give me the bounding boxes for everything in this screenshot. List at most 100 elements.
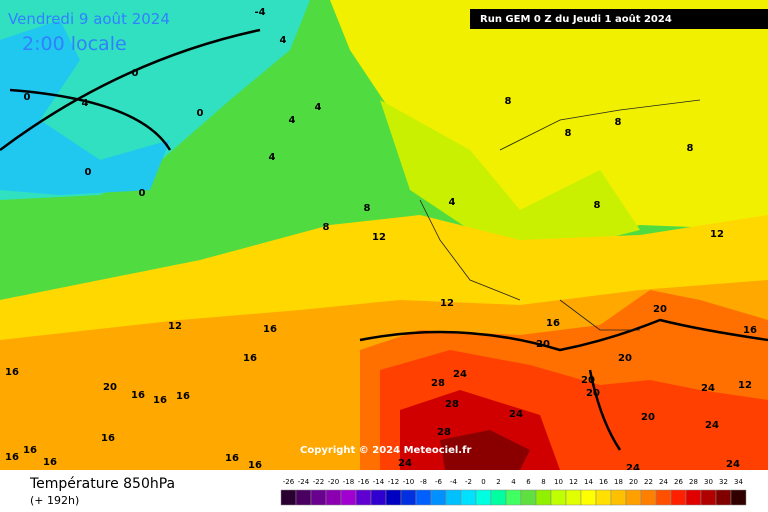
contour-label: 20 bbox=[641, 412, 655, 423]
colorbar-label: 34 bbox=[734, 478, 743, 486]
contour-label: 24 bbox=[398, 458, 412, 469]
colorbar-swatch bbox=[700, 489, 717, 506]
contour-label: 20 bbox=[103, 382, 117, 393]
contour-label: 24 bbox=[701, 383, 715, 394]
contour-label: 8 bbox=[594, 200, 601, 211]
zone-yellow bbox=[330, 0, 768, 240]
zone-maroon bbox=[440, 430, 530, 470]
contour-label: 0 bbox=[85, 167, 92, 178]
contour-label: 24 bbox=[453, 369, 467, 380]
colorbar-label: -2 bbox=[465, 478, 472, 486]
contour-label: 20 bbox=[581, 375, 595, 386]
run-box bbox=[470, 9, 768, 29]
colorbar-label: 10 bbox=[554, 478, 563, 486]
colorbar-label: 4 bbox=[511, 478, 516, 486]
contour-label: 28 bbox=[445, 399, 459, 410]
contour-label: 24 bbox=[726, 459, 740, 470]
colorbar-swatch bbox=[505, 489, 522, 506]
contour-label: 4 bbox=[315, 102, 322, 113]
contour-label: 24 bbox=[705, 420, 719, 431]
contour-label: 8 bbox=[364, 203, 371, 214]
colorbar-swatch bbox=[310, 489, 327, 506]
colorbar-swatch bbox=[640, 489, 657, 506]
colorbar-swatch bbox=[415, 489, 432, 506]
contour-label: 0 bbox=[139, 188, 146, 199]
colorbar-label: -10 bbox=[403, 478, 414, 486]
contour-label: 16 bbox=[248, 460, 262, 471]
contour-label: 16 bbox=[743, 325, 757, 336]
contour-label: 24 bbox=[509, 409, 523, 420]
contour-label: 12 bbox=[372, 232, 386, 243]
colorbar-label: -16 bbox=[358, 478, 370, 486]
colorbar-swatch bbox=[490, 489, 507, 506]
zone-lightblue bbox=[0, 20, 170, 195]
contour-label: 4 bbox=[449, 197, 456, 208]
contour-label: 16 bbox=[101, 433, 115, 444]
colorbar-label: -14 bbox=[373, 478, 385, 486]
colorbar-swatch bbox=[445, 489, 462, 506]
colorbar-label: -18 bbox=[343, 478, 354, 486]
contour-label: 16 bbox=[243, 353, 257, 364]
colorbar-label: 22 bbox=[644, 478, 653, 486]
colorbar-label: -6 bbox=[435, 478, 443, 486]
contour-label: 16 bbox=[225, 453, 239, 464]
contour-label: 16 bbox=[176, 391, 190, 402]
zone-yellowgreen bbox=[380, 100, 640, 250]
contour-label: 0 bbox=[132, 68, 139, 79]
colorbar-swatch bbox=[595, 489, 612, 506]
footer-title: Température 850hPa bbox=[29, 476, 175, 492]
colorbar-swatch bbox=[325, 489, 342, 506]
colorbar-swatch bbox=[475, 489, 492, 506]
colorbar-label: 12 bbox=[569, 478, 578, 486]
colorbar-swatch bbox=[280, 489, 297, 506]
copyright: Copyright © 2024 Meteociel.fr bbox=[300, 445, 471, 456]
colorbar-label: -26 bbox=[283, 478, 295, 486]
colorbar-swatch bbox=[625, 489, 642, 506]
contour-label: 4 bbox=[269, 152, 276, 163]
colorbar-label: 6 bbox=[526, 478, 531, 486]
colorbar-swatch bbox=[295, 489, 312, 506]
contour-label: 4 bbox=[289, 115, 296, 126]
contour-label: 28 bbox=[431, 378, 445, 389]
colorbar-swatch bbox=[610, 489, 627, 506]
colorbar-label: 2 bbox=[496, 478, 500, 486]
colorbar-swatch bbox=[355, 489, 372, 506]
colorbar-label: 30 bbox=[704, 478, 713, 486]
colorbar-label: 28 bbox=[689, 478, 698, 486]
contour-label: 4 bbox=[280, 35, 287, 46]
contour-label: 8 bbox=[615, 117, 622, 128]
colorbar-label: 24 bbox=[659, 478, 668, 486]
contour-label: 12 bbox=[440, 298, 454, 309]
colorbar-swatch bbox=[535, 489, 552, 506]
colorbar-swatch bbox=[550, 489, 567, 506]
colorbar-label: 8 bbox=[541, 478, 545, 486]
colorbar-label: -20 bbox=[328, 478, 339, 486]
colorbar-swatch bbox=[370, 489, 387, 506]
contour-line bbox=[0, 28, 768, 451]
colorbar-swatch bbox=[385, 489, 402, 506]
contour-label: 8 bbox=[323, 222, 330, 233]
time-label: 2:00 locale bbox=[22, 33, 127, 55]
contour-label: 16 bbox=[23, 445, 37, 456]
colorbar-label: -12 bbox=[388, 478, 399, 486]
contour-label: 20 bbox=[653, 304, 667, 315]
contour-label: 16 bbox=[131, 390, 145, 401]
contour-label: 16 bbox=[43, 457, 57, 468]
colorbar-swatch bbox=[460, 489, 477, 506]
footer-lead: (+ 192h) bbox=[30, 494, 79, 507]
contour-label: 20 bbox=[586, 388, 600, 399]
colorbar-label: -8 bbox=[420, 478, 427, 486]
contour-label: 16 bbox=[153, 395, 167, 406]
contour-label: 16 bbox=[263, 324, 277, 335]
colorbar-label: 18 bbox=[614, 478, 623, 486]
colorbar-swatch bbox=[400, 489, 417, 506]
contour-label: 20 bbox=[536, 339, 550, 350]
date-label: Vendredi 9 août 2024 bbox=[8, 10, 170, 28]
contour-label: 24 bbox=[626, 463, 640, 474]
colorbar-swatch bbox=[655, 489, 672, 506]
colorbar-swatch bbox=[670, 489, 687, 506]
colorbar-label: -24 bbox=[298, 478, 310, 486]
colorbar-label: 0 bbox=[481, 478, 485, 486]
contour-label: 20 bbox=[618, 353, 632, 364]
